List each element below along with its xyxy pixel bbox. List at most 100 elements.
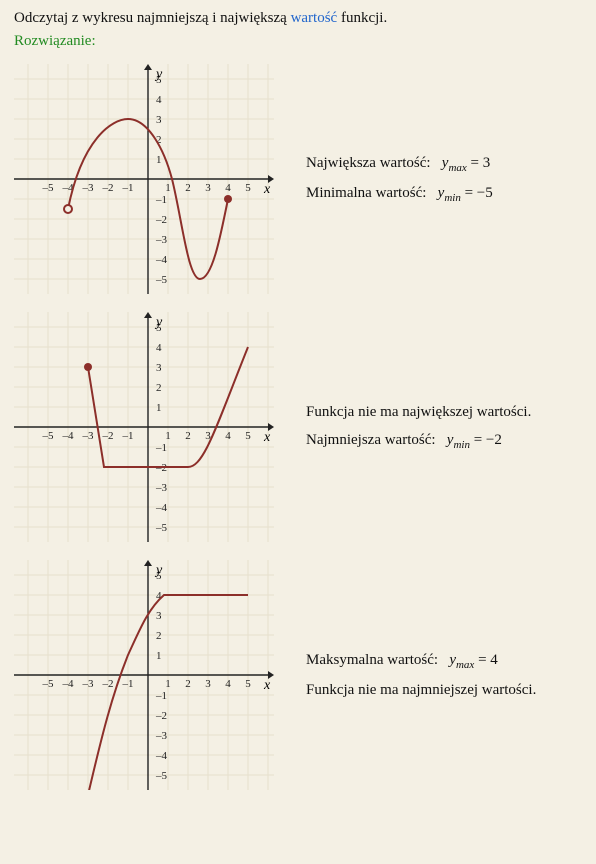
- svg-text:–2: –2: [102, 678, 114, 690]
- svg-text:–1: –1: [122, 678, 134, 690]
- closed-endpoint: [84, 363, 92, 371]
- svg-text:5: 5: [245, 182, 251, 194]
- result-label: Najmniejsza wartość:: [306, 432, 436, 448]
- svg-text:1: 1: [165, 182, 171, 194]
- expr-rhs: = 4: [474, 652, 497, 668]
- chart-row: –5–4–3–2–11234512345–1–2–3–4–5xyFunkcja …: [14, 312, 582, 542]
- chart-column: –5–4–3–2–11234512345–1–2–3–4–5xy: [14, 560, 294, 790]
- expr-sub: min: [444, 192, 461, 204]
- svg-text:–3: –3: [82, 182, 95, 194]
- result-line: Maksymalna wartość: ymax = 4: [306, 646, 582, 676]
- svg-text:–3: –3: [155, 482, 168, 494]
- svg-text:3: 3: [156, 362, 162, 374]
- result-label: Maksymalna wartość:: [306, 652, 438, 668]
- svg-text:3: 3: [156, 610, 162, 622]
- text-column: Maksymalna wartość: ymax = 4Funkcja nie …: [294, 646, 582, 704]
- svg-text:–2: –2: [102, 430, 114, 442]
- svg-text:–2: –2: [155, 710, 167, 722]
- svg-text:4: 4: [225, 182, 231, 194]
- result-line: Najmniejsza wartość: ymin = −2: [306, 426, 582, 456]
- svg-text:2: 2: [185, 182, 191, 194]
- expr-sub: max: [456, 659, 474, 671]
- svg-text:1: 1: [165, 678, 171, 690]
- svg-text:–5: –5: [42, 430, 55, 442]
- result-line: Największa wartość: ymax = 3: [306, 149, 582, 179]
- result-line: Funkcja nie ma najmniejszej wartości.: [306, 676, 582, 705]
- open-endpoint: [64, 205, 72, 213]
- svg-text:–1: –1: [155, 690, 167, 702]
- chart-column: –5–4–3–2–11234512345–1–2–3–4–5xy: [14, 312, 294, 542]
- svg-text:–5: –5: [42, 678, 55, 690]
- result-label: Największa wartość:: [306, 155, 431, 171]
- svg-text:4: 4: [156, 94, 162, 106]
- svg-text:1: 1: [165, 430, 171, 442]
- chart2: –5–4–3–2–11234512345–1–2–3–4–5xy: [14, 312, 274, 542]
- svg-text:4: 4: [225, 430, 231, 442]
- x-axis-label: x: [263, 430, 271, 445]
- svg-text:2: 2: [156, 630, 162, 642]
- svg-text:–3: –3: [82, 430, 95, 442]
- svg-text:–1: –1: [122, 182, 134, 194]
- expr-rhs: = 3: [467, 155, 490, 171]
- svg-text:–3: –3: [155, 730, 168, 742]
- svg-text:–4: –4: [62, 678, 75, 690]
- expr-sub: min: [453, 439, 470, 451]
- text-column: Funkcja nie ma największej wartości.Najm…: [294, 398, 582, 456]
- svg-text:–5: –5: [155, 522, 168, 534]
- svg-text:5: 5: [245, 678, 251, 690]
- svg-text:2: 2: [185, 430, 191, 442]
- svg-text:–1: –1: [155, 194, 167, 206]
- y-axis-label: y: [154, 67, 163, 82]
- text-column: Największa wartość: ymax = 3Minimalna wa…: [294, 149, 582, 209]
- svg-text:–4: –4: [155, 254, 168, 266]
- svg-text:–2: –2: [102, 182, 114, 194]
- task-prompt: Odczytaj z wykresu najmniejszą i najwięk…: [14, 10, 582, 27]
- expr-sub: max: [448, 162, 466, 174]
- y-axis-label: y: [154, 563, 163, 578]
- svg-text:4: 4: [156, 342, 162, 354]
- prompt-link: wartość: [291, 10, 338, 26]
- svg-text:–2: –2: [155, 214, 167, 226]
- svg-text:–4: –4: [155, 502, 168, 514]
- result-line: Minimalna wartość: ymin = −5: [306, 179, 582, 209]
- svg-text:2: 2: [185, 678, 191, 690]
- chart-row: –5–4–3–2–11234512345–1–2–3–4–5xyMaksymal…: [14, 560, 582, 790]
- prompt-pre: Odczytaj z wykresu najmniejszą i najwięk…: [14, 10, 291, 26]
- svg-text:–3: –3: [82, 678, 95, 690]
- tick-labels: –5–4–3–2–11234512345–1–2–3–4–5: [42, 570, 252, 782]
- closed-endpoint: [224, 195, 232, 203]
- svg-text:3: 3: [156, 114, 162, 126]
- result-label: Minimalna wartość:: [306, 185, 426, 201]
- x-axis-label: x: [263, 182, 271, 197]
- tick-labels: –5–4–3–2–11234512345–1–2–3–4–5: [42, 74, 252, 286]
- chart-row: –5–4–3–2–11234512345–1–2–3–4–5xyNajwięks…: [14, 64, 582, 294]
- svg-text:–4: –4: [155, 750, 168, 762]
- svg-text:–5: –5: [42, 182, 55, 194]
- svg-text:–5: –5: [155, 274, 168, 286]
- chart3: –5–4–3–2–11234512345–1–2–3–4–5xy: [14, 560, 274, 790]
- x-axis-label: x: [263, 678, 271, 693]
- y-axis-label: y: [154, 315, 163, 330]
- tick-labels: –5–4–3–2–11234512345–1–2–3–4–5: [42, 322, 252, 534]
- result-line: Funkcja nie ma największej wartości.: [306, 398, 582, 427]
- prompt-post: funkcji.: [337, 10, 387, 26]
- expr-rhs: = −2: [470, 432, 502, 448]
- expr-lhs: y: [449, 652, 456, 668]
- svg-text:4: 4: [225, 678, 231, 690]
- svg-text:3: 3: [205, 182, 211, 194]
- svg-text:–3: –3: [155, 234, 168, 246]
- svg-text:3: 3: [205, 678, 211, 690]
- chart-column: –5–4–3–2–11234512345–1–2–3–4–5xy: [14, 64, 294, 294]
- svg-text:1: 1: [156, 154, 162, 166]
- svg-text:–1: –1: [122, 430, 134, 442]
- svg-text:–5: –5: [155, 770, 168, 782]
- svg-text:2: 2: [156, 382, 162, 394]
- expr-rhs: = −5: [461, 185, 493, 201]
- svg-text:1: 1: [156, 402, 162, 414]
- svg-text:–4: –4: [62, 430, 75, 442]
- chart1: –5–4–3–2–11234512345–1–2–3–4–5xy: [14, 64, 274, 294]
- solution-label: Rozwiązanie:: [14, 33, 582, 50]
- svg-text:–1: –1: [155, 442, 167, 454]
- svg-text:1: 1: [156, 650, 162, 662]
- svg-text:5: 5: [245, 430, 251, 442]
